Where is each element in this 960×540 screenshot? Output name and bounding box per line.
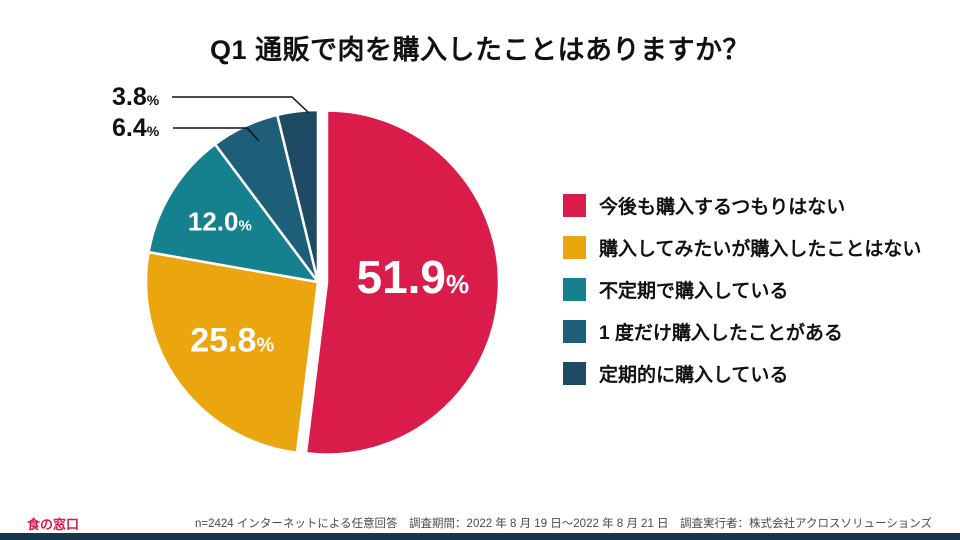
legend-swatch [563, 236, 586, 259]
legend-item: 今後も購入するつもりはない [563, 194, 921, 218]
leader-line-3-8 [172, 96, 310, 114]
legend: 今後も購入するつもりはない 購入してみたいが購入したことはない 不定期で購入して… [563, 194, 921, 404]
pie-slice-4 [276, 108, 320, 284]
legend-label: 1 度だけ購入したことがある [599, 323, 843, 344]
slice-value-label-0: 51.9% [356, 251, 469, 303]
slice-value-label-2: 12.0% [188, 207, 252, 237]
legend-item: 1 度だけ購入したことがある [563, 320, 921, 344]
legend-swatch [563, 194, 586, 217]
pie-slice-0 [304, 109, 501, 456]
legend-label: 購入してみたいが購入したことはない [599, 239, 922, 260]
legend-swatch [563, 278, 586, 301]
footer-bar [0, 533, 960, 540]
legend-label: 今後も購入するつもりはない [599, 197, 846, 218]
pie-slices [144, 108, 501, 456]
pie-slice-labels: 51.9% 25.8% 12.0% [188, 207, 469, 360]
legend-swatch [563, 362, 586, 385]
chart-title: Q1 通販で肉を購入したことはありますか？ [209, 35, 751, 65]
legend-item: 購入してみたいが購入したことはない [563, 236, 922, 260]
brand-logo: 食の窓口 [27, 517, 80, 532]
callout-unit: % [146, 92, 160, 108]
callout-label-3-8: 3.8% [112, 83, 202, 112]
pie-slice-2 [147, 142, 320, 284]
pie-slice-1 [144, 250, 320, 454]
slice-value-label-1: 25.8% [190, 321, 274, 359]
survey-footnote: n=2424 インターネットによる任意回答 調査期間：2022 年 8 月 19… [195, 518, 932, 530]
legend-swatch [563, 320, 586, 343]
legend-item: 定期的に購入している [563, 362, 921, 386]
callout-label-6-4: 6.4% [112, 114, 202, 143]
callout-value: 6.4 [112, 114, 147, 142]
leader-line-6-4 [173, 127, 260, 142]
callout-value: 3.8 [112, 83, 147, 111]
legend-label: 不定期で購入している [599, 281, 789, 302]
callout-unit: % [146, 123, 160, 139]
legend-label: 定期的に購入している [599, 365, 789, 386]
pie-chart: 51.9% 25.8% 12.0% [144, 96, 501, 456]
legend-item: 不定期で購入している [563, 278, 921, 302]
